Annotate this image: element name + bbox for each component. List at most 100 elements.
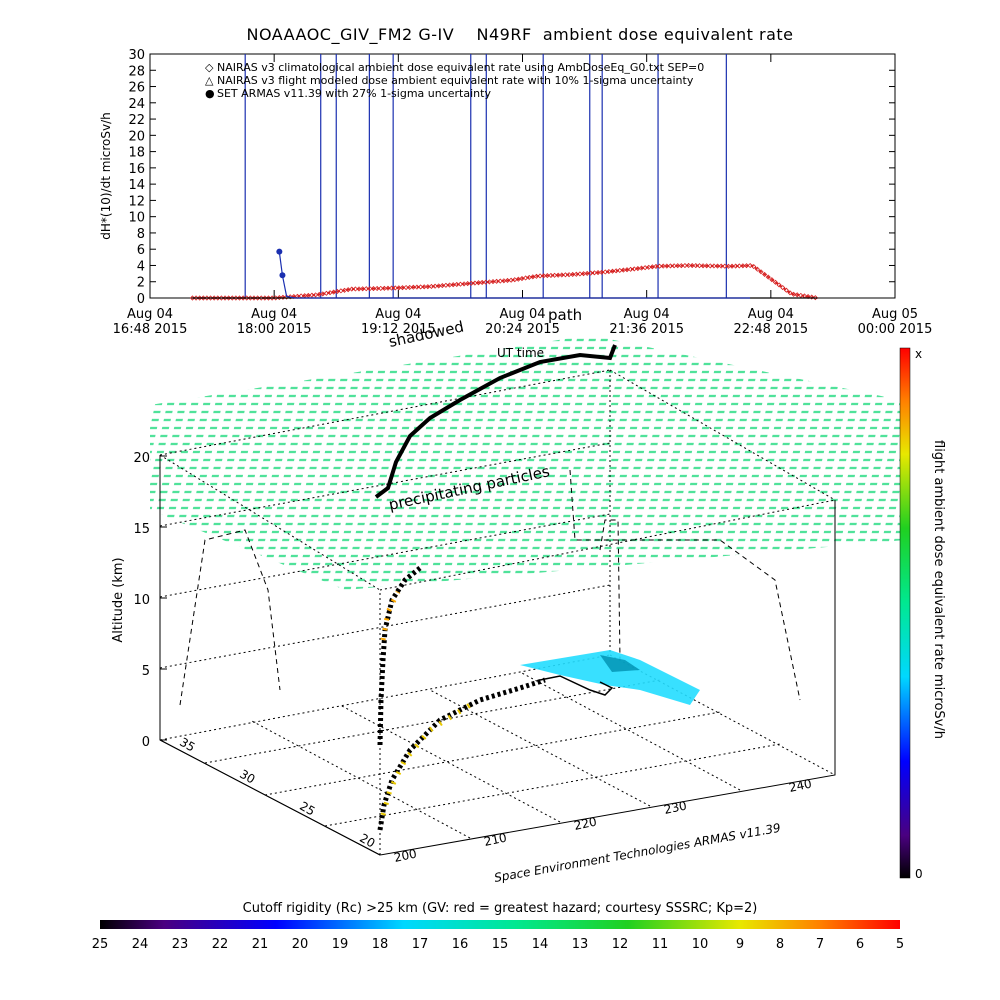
altitude-tick-label: 10 <box>133 593 150 608</box>
cutoff-tick-label: 25 <box>92 937 109 952</box>
series-point <box>762 271 768 278</box>
series-point <box>780 285 786 291</box>
cutoff-tick-label: 8 <box>776 937 784 952</box>
cutoff-tick-label: 18 <box>372 937 389 952</box>
legend-symbol: △ <box>205 74 214 87</box>
y-tick-label: 30 <box>128 48 145 63</box>
series-point <box>747 262 753 269</box>
x-tick-label-top: Aug 04 <box>748 307 794 322</box>
cutoff-tick-label: 17 <box>412 937 429 952</box>
y-tick-label: 18 <box>128 146 145 161</box>
cutoff-tick-label: 14 <box>532 937 549 952</box>
x-tick-label-bottom: 21:36 2015 <box>609 322 684 337</box>
x-tick-label-bottom: 22:48 2015 <box>733 322 808 337</box>
credit-text: Space Environment Technologies ARMAS v11… <box>493 821 782 885</box>
cutoff-tick-label: 16 <box>452 937 469 952</box>
x-tick-label-top: Aug 05 <box>872 307 918 322</box>
cutoff-tick-label: 9 <box>736 937 744 952</box>
cutoff-tick-label: 12 <box>612 937 629 952</box>
y-tick-label: 14 <box>128 178 145 193</box>
x-tick-label-bottom: 16:48 2015 <box>113 322 188 337</box>
altitude-ticks: 0 5 10 15 20 <box>133 451 167 750</box>
x-tick-label-bottom: 00:00 2015 <box>858 322 933 337</box>
series-point <box>758 269 764 275</box>
series-point <box>772 279 779 285</box>
armas-point <box>276 248 283 255</box>
y-tick-label: 4 <box>137 259 145 274</box>
altitude-tick-label: 5 <box>142 664 150 679</box>
cutoff-tick-label: 10 <box>692 937 709 952</box>
cutoff-rigidity-surface <box>520 650 700 705</box>
y-tick-label: 20 <box>128 129 145 144</box>
x-tick-label-top: Aug 04 <box>499 307 545 322</box>
x-tick-label-bottom: 19:12 2015 <box>361 322 436 337</box>
flight-track-ascent <box>377 566 422 746</box>
dose-colorbar-max: x <box>915 347 922 361</box>
series-point <box>776 282 782 288</box>
cutoff-colorbar-label: Cutoff rigidity (Rc) >25 km (GV: red = g… <box>243 901 758 916</box>
series-line-2 <box>278 251 751 299</box>
y-tick-label: 22 <box>128 113 145 128</box>
cutoff-colorbar-ticks: 25 24 23 22 21 20 19 18 17 16 15 14 13 12 11 10 9 8 7 6 5 <box>92 937 904 952</box>
cutoff-tick-label: 21 <box>252 937 269 952</box>
y-tick-label: 28 <box>128 64 145 79</box>
dose-colorbar <box>899 347 911 879</box>
annotation-path: path <box>548 306 582 324</box>
latitude-tick-label: 30 <box>237 767 257 787</box>
profile-projection-left <box>179 529 281 706</box>
y-tick-label: 2 <box>137 276 145 291</box>
x-tick-label-bottom: 18:00 2015 <box>237 322 312 337</box>
altitude-label: Altitude (km) <box>111 557 126 642</box>
series-layer <box>189 248 818 301</box>
altitude-tick-label: 0 <box>142 735 150 750</box>
flight-3d-panel: path shadowed UT time precipitating part… <box>111 306 946 885</box>
y-axis-label: dH*(10)/dt microSv/h <box>99 112 113 239</box>
x-tick-label-top: Aug 04 <box>375 307 421 322</box>
armas-spikes <box>244 54 727 298</box>
profile-projection-right <box>569 469 801 701</box>
longitude-tick-label: 210 <box>483 830 508 848</box>
series-point <box>787 290 793 296</box>
x-tick-label-bottom: 20:24 2015 <box>485 322 560 337</box>
flight-track-lower <box>377 677 546 831</box>
cutoff-tick-label: 13 <box>572 937 589 952</box>
cutoff-colorbar <box>100 920 900 929</box>
armas-point <box>279 272 286 279</box>
altitude-tick-label: 15 <box>133 522 150 537</box>
profile-projection-back <box>599 519 621 661</box>
y-tick-label: 8 <box>137 227 145 242</box>
legend-label: SET ARMAS v11.39 with 27% 1-sigma uncert… <box>217 87 491 100</box>
x-tick-label-top: Aug 04 <box>624 307 670 322</box>
annotation-ut-time: UT time <box>497 346 544 360</box>
latitude-tick-label: 20 <box>357 831 377 851</box>
longitude-tick-label: 230 <box>663 798 688 816</box>
cutoff-tick-label: 11 <box>652 937 669 952</box>
series-point <box>769 277 775 283</box>
cutoff-tick-label: 19 <box>332 937 349 952</box>
series-point <box>765 274 771 280</box>
x-tick-label-top: Aug 04 <box>127 307 173 322</box>
cutoff-tick-label: 22 <box>212 937 229 952</box>
cutoff-tick-label: 20 <box>292 937 309 952</box>
y-tick-label: 16 <box>128 162 145 177</box>
y-tick-label: 6 <box>137 243 145 258</box>
longitude-tick-label: 200 <box>393 846 418 864</box>
y-tick-label: 12 <box>128 194 145 209</box>
series-point <box>754 266 760 272</box>
y-tick-label: 24 <box>128 97 145 112</box>
legend-label: NAIRAS v3 flight modeled dose ambient eq… <box>217 74 694 87</box>
x-tick-label-top: Aug 04 <box>251 307 297 322</box>
legend-symbol: ● <box>205 87 215 100</box>
latitude-tick-label: 35 <box>177 735 197 755</box>
cutoff-colorbar-panel: Cutoff rigidity (Rc) >25 km (GV: red = g… <box>92 901 904 952</box>
flight-track-upper <box>374 344 617 499</box>
box-frame <box>159 369 836 856</box>
cutoff-tick-label: 7 <box>816 937 824 952</box>
precipitation-grid-plane <box>150 335 905 590</box>
cutoff-tick-label: 6 <box>856 937 864 952</box>
cutoff-tick-label: 5 <box>896 937 904 952</box>
altitude-tick-label: 20 <box>133 451 150 466</box>
